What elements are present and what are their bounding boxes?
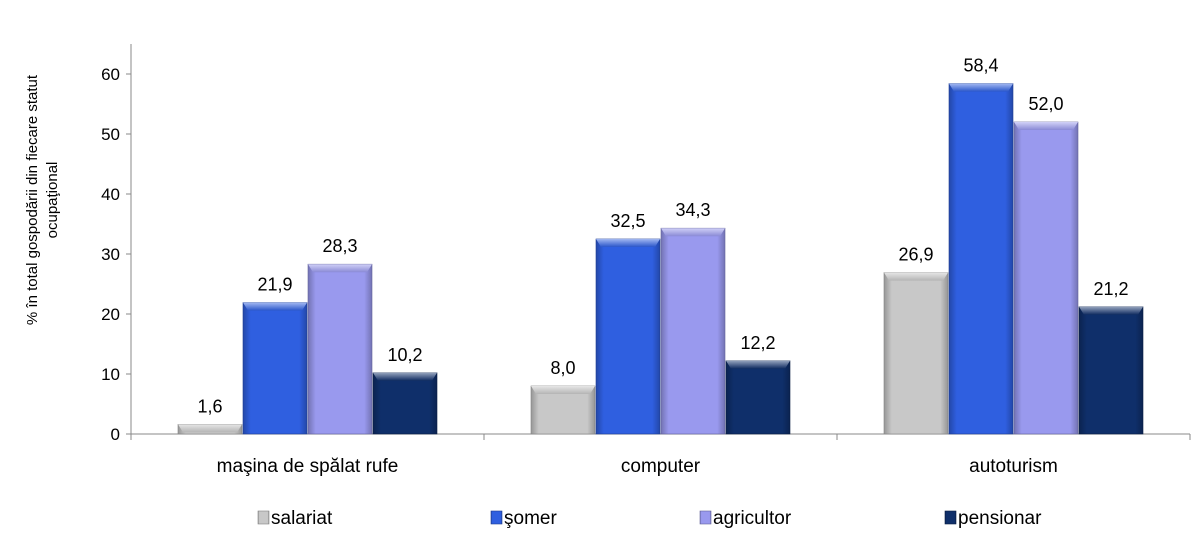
legend-swatch (944, 510, 957, 525)
bar-body (948, 83, 1014, 435)
bar-bevel (178, 424, 242, 433)
bar-bevel (1014, 122, 1078, 130)
data-label: 52,0 (1028, 94, 1063, 114)
bar-şomer-2 (595, 238, 661, 435)
data-label: 8,0 (550, 358, 575, 378)
data-label: 58,4 (963, 56, 998, 76)
bar-agricultor-1 (307, 263, 373, 435)
bar-bevel (373, 372, 437, 381)
x-category-label: computer (621, 456, 701, 477)
bar-bevel (661, 228, 725, 237)
bar-bevel (308, 264, 372, 273)
bar-bevel (949, 83, 1013, 92)
bar-body (242, 302, 308, 435)
y-axis-title-line-2: ocupaţional (44, 162, 61, 239)
y-tick-label: 0 (111, 425, 120, 444)
data-label: 21,9 (257, 275, 292, 295)
y-tick-label: 30 (101, 245, 120, 264)
bar-bevel (1079, 306, 1143, 315)
data-label: 34,3 (675, 200, 710, 220)
legend-item-agricultor: agricultor (699, 508, 792, 529)
data-label: 21,2 (1093, 279, 1128, 299)
y-tick-label: 60 (101, 65, 120, 84)
legend: salariat şomer agricultor pensionar (257, 508, 1042, 529)
data-label: 32,5 (610, 211, 645, 231)
data-labels: 1,6 21,9 28,3 10,2 8,0 32,5 34,3 12,2 26,9 58,4 52… (197, 56, 1128, 417)
bar-body (660, 227, 726, 435)
bar-pensionar-2 (725, 360, 791, 435)
y-axis-title-line-1: % în total gospodării din fiecare statut (24, 74, 41, 325)
x-category-label: maşina de spălat rufe (217, 456, 399, 477)
legend-swatch (257, 510, 270, 525)
legend-label: agricultor (713, 508, 792, 529)
bar-body (725, 360, 791, 435)
bar-body (595, 238, 661, 435)
axes: 0 10 20 30 40 50 60 maşina de spălat rufe comput… (101, 44, 1191, 477)
bar-salariat-1 (177, 424, 243, 435)
bar-bevel (243, 302, 307, 311)
y-tick-label: 40 (101, 185, 120, 204)
bar-salariat-3 (883, 272, 949, 435)
legend-swatch (699, 510, 712, 525)
bar-body (307, 263, 373, 435)
bar-şomer-3 (948, 83, 1014, 435)
y-tick-label: 10 (101, 365, 120, 384)
x-category-label: autoturism (969, 456, 1058, 477)
bar-agricultor-2 (660, 227, 726, 435)
bar-bevel (726, 360, 790, 369)
data-label: 12,2 (740, 333, 775, 353)
bar-agricultor-3 (1013, 121, 1079, 435)
bar-pensionar-1 (372, 372, 438, 435)
legend-swatch (490, 510, 503, 525)
legend-item-salariat: salariat (257, 508, 333, 529)
data-label: 26,9 (898, 245, 933, 265)
bar-bevel (884, 272, 948, 281)
bar-body (883, 272, 949, 435)
bar-body (1013, 121, 1079, 435)
legend-label: pensionar (958, 508, 1042, 529)
y-axis-title: % în total gospodării din fiecare statut… (24, 74, 61, 325)
data-label: 1,6 (197, 396, 222, 416)
bar-pensionar-3 (1078, 306, 1144, 435)
data-label: 28,3 (322, 236, 357, 256)
legend-item-pensionar: pensionar (944, 508, 1042, 529)
data-label: 10,2 (387, 345, 422, 365)
bar-şomer-1 (242, 302, 308, 435)
bar-body (1078, 306, 1144, 435)
legend-label: salariat (271, 508, 333, 529)
bar-salariat-2 (530, 385, 596, 435)
y-tick-label: 50 (101, 125, 120, 144)
bar-bevel (596, 239, 660, 247)
legend-item-şomer: şomer (490, 508, 557, 529)
legend-label: şomer (504, 508, 557, 529)
bars (177, 83, 1144, 435)
bar-body (372, 372, 438, 435)
bar-bevel (531, 386, 595, 394)
y-tick-label: 20 (101, 305, 120, 324)
